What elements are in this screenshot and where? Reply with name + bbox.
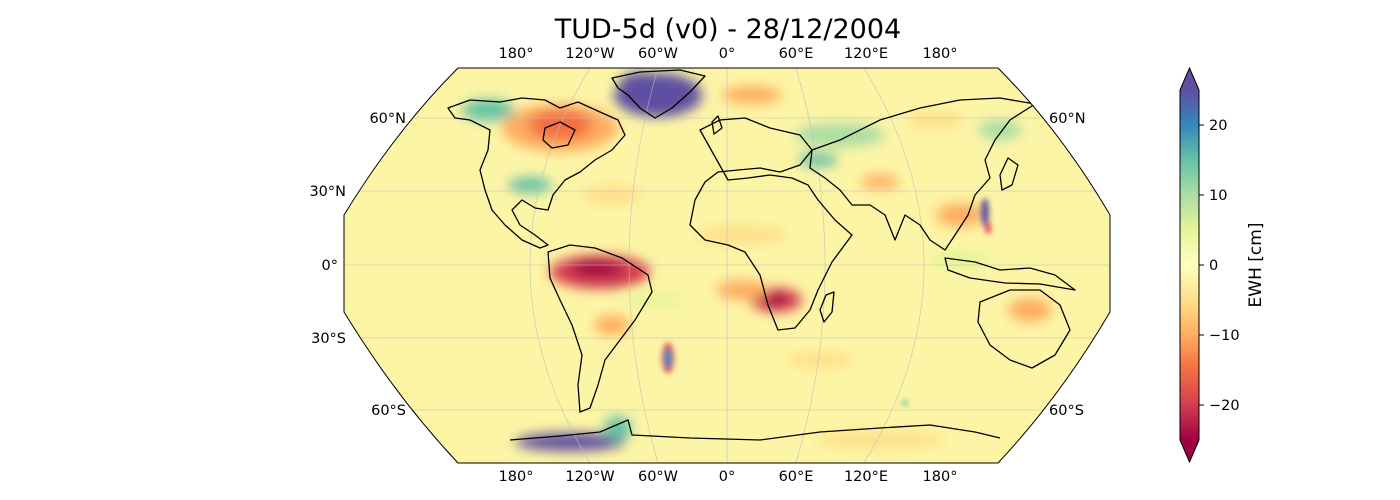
europe-africa-coast <box>689 117 853 331</box>
graticule <box>344 68 1110 463</box>
lon-label: 120°W <box>565 469 614 485</box>
colorbar-tick-label: 10 <box>1209 188 1227 204</box>
lat-label: 60°N <box>369 111 406 127</box>
greenland-coast <box>611 69 706 119</box>
colorbar-ticks: 20 10 0 −10 −20 <box>1199 118 1240 414</box>
lon-label: 0° <box>719 469 735 485</box>
north-america-coast <box>447 97 626 249</box>
lat-label: 60°N <box>1049 111 1086 127</box>
colorbar: 20 10 0 −10 −20 EWH [cm] <box>1179 66 1266 464</box>
lon-label: 180° <box>499 469 534 485</box>
indonesia-coast <box>944 257 1076 291</box>
colorbar-tick-label: −10 <box>1209 328 1240 344</box>
lon-label: 180° <box>499 46 534 62</box>
chart-title: TUD-5d (v0) - 28/12/2004 <box>554 14 901 45</box>
colorbar-label: EWH [cm] <box>1246 223 1266 308</box>
lon-label: 60°W <box>638 469 678 485</box>
japan-coast <box>999 157 1019 191</box>
colorbar-tick-label: 20 <box>1209 118 1227 134</box>
coastlines <box>447 69 1076 441</box>
lon-labels-top: 180° 120°W 60°W 0° 60°E 120°E 180° <box>499 46 958 62</box>
hudson-bay-coast <box>542 121 576 149</box>
colorbar-tick-label: −20 <box>1209 398 1240 414</box>
lon-label: 0° <box>719 46 735 62</box>
anomaly-field <box>462 72 1052 451</box>
colorbar-outline <box>1179 66 1200 464</box>
lat-label: 30°N <box>309 184 346 200</box>
asia-coast <box>809 97 1036 251</box>
lat-label: 30°S <box>311 331 346 347</box>
colorbar-tick-label: 0 <box>1209 258 1218 274</box>
lon-label: 60°E <box>779 46 814 62</box>
antarctica-coast <box>509 419 1001 441</box>
taiwan-anomaly <box>981 198 989 226</box>
lat-label: 60°S <box>371 403 406 419</box>
lon-label: 180° <box>923 469 958 485</box>
map <box>343 67 1111 464</box>
colorbar-extend-bottom <box>1180 440 1199 462</box>
colorbar-gradient <box>1180 90 1199 440</box>
uk-coast <box>711 115 723 135</box>
point-anomalies <box>662 198 991 406</box>
lon-label: 60°W <box>638 46 678 62</box>
madagascar-coast <box>819 291 835 323</box>
lat-label: 0° <box>322 258 338 274</box>
lon-labels-bottom: 180° 120°W 60°W 0° 60°E 120°E 180° <box>499 469 958 485</box>
lon-label: 120°W <box>565 46 614 62</box>
lon-label: 120°E <box>844 469 888 485</box>
lon-label: 120°E <box>844 46 888 62</box>
lat-labels-left: 60°N 30°N 0° 30°S 60°S <box>309 111 406 419</box>
lat-label: 60°S <box>1049 403 1084 419</box>
lat-labels-right: 60°N 60°S <box>1049 111 1086 419</box>
alaska-anomaly <box>462 99 514 121</box>
colorbar-extend-top <box>1180 68 1199 90</box>
lon-label: 60°E <box>779 469 814 485</box>
south-america-coast <box>547 244 653 413</box>
australia-coast <box>977 289 1071 369</box>
map-boundary <box>343 67 1111 464</box>
lon-label: 180° <box>923 46 958 62</box>
